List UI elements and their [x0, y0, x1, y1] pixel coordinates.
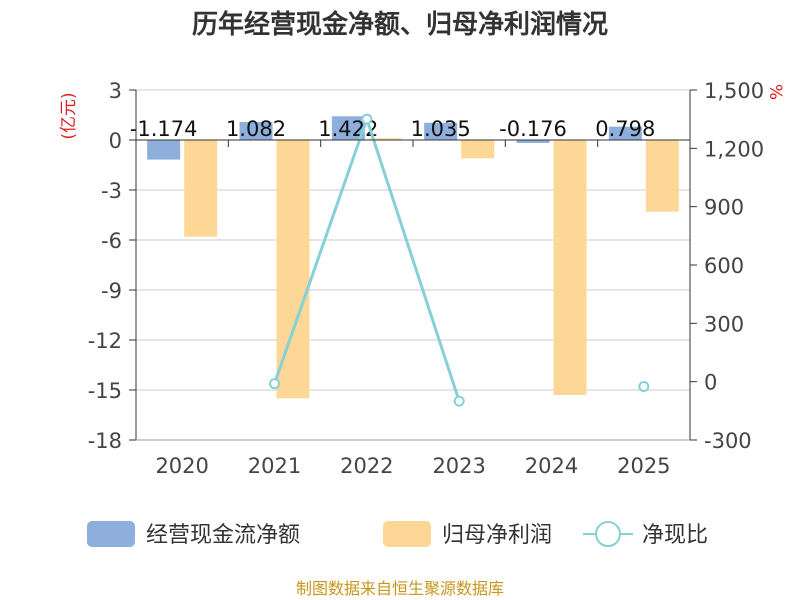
legend-label-net-profit: 归母净利润	[442, 523, 552, 548]
chart-title: 历年经营现金净额、归母净利润情况	[192, 9, 608, 40]
left-axis-tick-label: 3	[109, 79, 122, 103]
data-label-cashflow-2024: -0.176	[499, 117, 567, 141]
bar-cashflow-2020	[147, 140, 181, 160]
legend-marker-ratio	[595, 521, 621, 547]
ratio-line-segment	[273, 118, 369, 385]
category-label-2021: 2021	[248, 454, 301, 478]
bar-net-profit-2024	[553, 140, 587, 395]
legend-swatch-net-profit	[383, 521, 431, 547]
right-axis-tick-label: 1,500	[704, 79, 764, 103]
right-axis-tick-label: 600	[704, 254, 744, 278]
category-label-2020: 2020	[155, 454, 208, 478]
legend-label-ratio: 净现比	[642, 523, 708, 548]
right-axis-unit: %	[765, 84, 785, 100]
category-label-2023: 2023	[432, 454, 485, 478]
left-axis-tick-label: -18	[88, 429, 122, 453]
ratio-point-2022	[361, 113, 373, 125]
bar-net-profit-2020	[184, 140, 218, 237]
right-axis-tick-label: 1,200	[704, 137, 764, 161]
bar-cashflow-2023	[424, 122, 458, 140]
ratio-line-segment	[365, 118, 461, 402]
bar-net-profit-2021	[276, 140, 310, 399]
data-label-cashflow-2023: 1.035	[411, 117, 471, 141]
left-axis-tick-label: -12	[88, 329, 122, 353]
category-label-2024: 2024	[525, 454, 578, 478]
bars: -1.174 1.082 1.422 1.035 -0.176 0.798	[130, 116, 679, 399]
bar-net-profit-2022	[368, 138, 402, 140]
ratio-point-2023	[453, 395, 465, 407]
left-axis-unit: (亿元)	[59, 92, 79, 139]
left-axis-tick-label: -6	[101, 229, 122, 253]
category-label-2025: 2025	[617, 454, 670, 478]
ratio-point-2025	[638, 381, 650, 393]
bar-net-profit-2025	[645, 140, 679, 212]
bar-net-profit-2023	[461, 140, 495, 159]
left-axis-tick-label: -9	[101, 279, 122, 303]
left-axis-tick-label: -15	[88, 379, 122, 403]
right-axis-tick-label: 0	[704, 371, 717, 395]
right-axis-tick-label: -300	[704, 429, 752, 453]
left-axis-tick-label: 0	[109, 129, 122, 153]
bar-cashflow-2021	[239, 121, 273, 140]
legend: 经营现金流净额 归母净利润 净现比	[87, 521, 708, 548]
legend-swatch-cashflow	[87, 521, 135, 547]
ratio-point-2021	[269, 378, 280, 390]
category-label-2022: 2022	[340, 454, 393, 478]
data-label-cashflow-2020: -1.174	[130, 117, 198, 141]
data-label-cashflow-2021: 1.082	[226, 117, 286, 141]
legend-label-cashflow: 经营现金流净额	[146, 523, 300, 548]
ratio-line	[269, 113, 650, 407]
left-axis-tick-label: -3	[101, 179, 122, 203]
right-axis-tick-label: 300	[704, 312, 744, 336]
source-note: 制图数据来自恒生聚源数据库	[296, 579, 504, 598]
right-axis-tick-label: 900	[704, 196, 744, 220]
bar-cashflow-2024	[516, 140, 550, 143]
bar-cashflow-2022	[331, 116, 365, 140]
axes: 3 0 -3 -6 -9 -12 -15 -18 1,500 1,200 900 600 300 0 -30…	[88, 79, 764, 478]
bar-cashflow-2025	[608, 126, 642, 140]
data-label-cashflow-2025: 0.798	[595, 117, 655, 141]
